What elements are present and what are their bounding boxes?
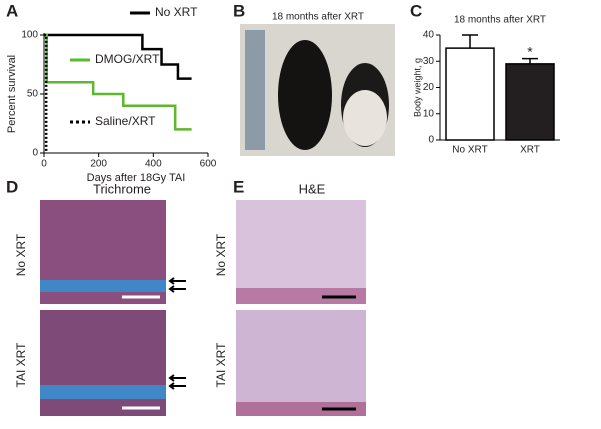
y-tick-label: 40 <box>423 30 435 41</box>
panel-letter: D <box>6 177 18 196</box>
row-label: No XRT <box>214 233 228 276</box>
legend-label: No XRT <box>155 5 198 19</box>
x-tick-label: 400 <box>145 159 162 170</box>
mouse-photo <box>240 24 395 156</box>
y-tick-label: 10 <box>423 108 435 119</box>
x-tick-label: XRT <box>520 145 540 156</box>
chart-title: 18 months after XRT <box>454 15 546 26</box>
y-axis-label: Percent survival <box>6 55 18 133</box>
y-tick-label: 0 <box>428 135 434 146</box>
series-line <box>44 33 192 80</box>
x-tick-label: 200 <box>90 159 107 170</box>
trichrome-images <box>40 200 186 416</box>
photo-title: 18 months after XRT <box>272 12 364 23</box>
y-tick-label: 20 <box>423 82 435 93</box>
x-axis-label: Days after 18Gy TAI <box>87 172 186 184</box>
significance: * <box>527 43 533 59</box>
row-label: TAI XRT <box>214 342 228 388</box>
panel-title: H&E <box>299 181 326 196</box>
error-bar <box>522 57 538 64</box>
x-tick-label: No XRT <box>452 145 487 156</box>
row-label: No XRT <box>14 233 28 276</box>
panel-letter: A <box>6 1 18 20</box>
legend-label: Saline/XRT <box>95 114 156 128</box>
y-axis-label: Body weight, g <box>412 58 422 117</box>
bar <box>445 47 495 141</box>
bar <box>505 63 555 141</box>
row-label: TAI XRT <box>14 342 28 388</box>
panel-letter: E <box>233 177 244 196</box>
y-tick-label: 0 <box>32 148 38 159</box>
he-images <box>236 200 366 416</box>
panel-letter: B <box>233 1 245 20</box>
error-bar <box>462 34 478 49</box>
panel-letter: C <box>410 1 422 20</box>
y-tick-label: 50 <box>27 89 39 100</box>
y-tick-label: 100 <box>21 30 38 41</box>
y-tick-label: 30 <box>423 56 435 67</box>
panel-title: Trichrome <box>93 181 151 196</box>
legend-label: DMOG/XRT <box>95 52 160 66</box>
x-tick-label: 600 <box>200 159 217 170</box>
x-tick-label: 0 <box>41 159 47 170</box>
series-line <box>44 33 48 153</box>
